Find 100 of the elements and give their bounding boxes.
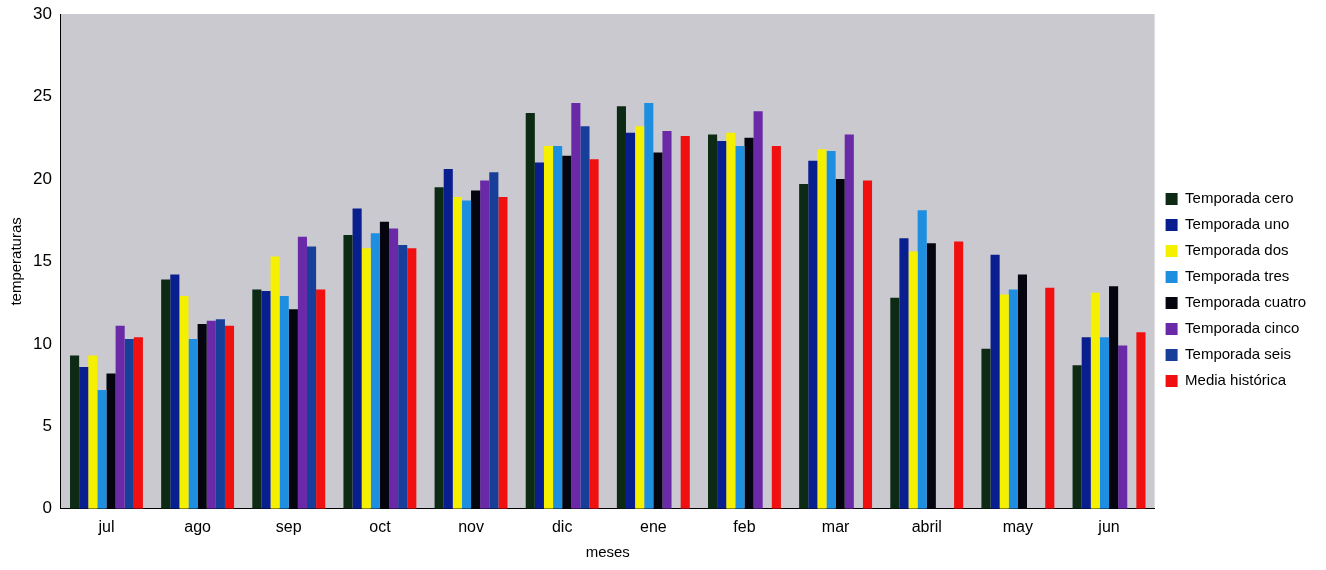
bar xyxy=(680,136,690,509)
bar xyxy=(352,208,362,509)
legend-label: Temporada dos xyxy=(1185,241,1289,259)
bar xyxy=(1099,337,1110,509)
bar xyxy=(434,187,444,509)
y-tick-label: 5 xyxy=(42,416,52,436)
bar xyxy=(534,162,544,509)
bar xyxy=(844,134,854,509)
bar xyxy=(188,338,198,509)
y-tick-label: 15 xyxy=(32,251,52,271)
bar xyxy=(1081,337,1091,509)
bar xyxy=(70,355,80,509)
bar xyxy=(562,155,572,509)
x-tick-label: feb xyxy=(733,517,756,535)
bar xyxy=(726,132,736,509)
bar xyxy=(899,238,909,509)
bar xyxy=(161,279,171,509)
bar xyxy=(407,248,417,509)
bar xyxy=(261,291,271,509)
bar xyxy=(106,373,116,509)
bar xyxy=(206,320,216,509)
bar xyxy=(79,366,89,509)
bar xyxy=(580,126,590,509)
bar xyxy=(1017,274,1027,509)
bar xyxy=(954,241,964,509)
bar xyxy=(862,180,873,509)
bar xyxy=(361,248,371,509)
bar xyxy=(452,197,462,509)
bar xyxy=(170,274,180,509)
bar xyxy=(662,131,672,509)
bar xyxy=(133,337,143,509)
bar xyxy=(270,256,280,509)
bar xyxy=(398,244,408,509)
bar xyxy=(753,111,763,509)
bar xyxy=(589,159,599,509)
x-tick-label: dic xyxy=(551,517,573,535)
bar xyxy=(279,296,289,509)
bar xyxy=(480,180,490,509)
x-tick-label: jun xyxy=(1097,517,1120,535)
bar xyxy=(88,355,98,509)
bar xyxy=(316,289,326,509)
bar xyxy=(981,348,991,509)
y-tick-label: 25 xyxy=(32,86,52,106)
x-tick-label: may xyxy=(1002,517,1034,535)
x-tick-label: oct xyxy=(369,517,392,535)
bar xyxy=(489,172,499,509)
bar xyxy=(835,178,845,509)
bar xyxy=(553,145,563,509)
bar xyxy=(616,106,626,509)
x-tick-label: jul xyxy=(97,517,115,535)
x-tick-label: abril xyxy=(911,517,942,535)
bar xyxy=(288,309,298,509)
bar xyxy=(917,210,927,509)
bar xyxy=(817,149,827,509)
bar xyxy=(799,183,809,509)
bar xyxy=(717,141,727,509)
bar xyxy=(1008,289,1018,509)
bar xyxy=(744,137,754,509)
bar xyxy=(115,325,125,509)
bar xyxy=(735,145,745,509)
bar xyxy=(1109,286,1119,509)
bar xyxy=(224,325,235,509)
y-tick-label: 10 xyxy=(32,333,52,353)
y-tick-label: 0 xyxy=(42,498,52,518)
bar xyxy=(826,150,836,509)
bar xyxy=(543,145,554,509)
bar xyxy=(644,103,654,509)
bar xyxy=(471,190,481,509)
x-tick-label: ene xyxy=(639,517,667,535)
bar xyxy=(653,152,663,509)
x-axis-title: meses xyxy=(585,543,630,561)
bar xyxy=(708,134,718,509)
bar xyxy=(771,145,781,509)
legend-label: Temporada seis xyxy=(1185,345,1291,363)
bar xyxy=(215,319,225,509)
legend-label: Temporada cinco xyxy=(1185,319,1300,337)
bar xyxy=(124,338,134,509)
bar xyxy=(571,103,581,509)
bar xyxy=(443,169,453,509)
bar xyxy=(197,324,207,509)
bar xyxy=(1136,332,1146,509)
y-tick-label: 20 xyxy=(32,168,52,188)
legend-label: Temporada uno xyxy=(1185,215,1290,233)
bar xyxy=(990,254,1000,509)
x-tick-label: ago xyxy=(184,517,212,535)
bar xyxy=(808,160,818,509)
x-tick-label: mar xyxy=(821,517,851,535)
bar xyxy=(1118,345,1128,509)
y-tick-label: 30 xyxy=(32,3,52,23)
bar xyxy=(1045,287,1055,509)
bar xyxy=(306,246,317,509)
x-tick-label: nov xyxy=(458,517,484,535)
legend-label: Temporada cuatro xyxy=(1185,293,1307,311)
bar xyxy=(1090,292,1100,509)
x-tick-label: sep xyxy=(275,517,302,535)
bar xyxy=(999,294,1009,509)
bar xyxy=(97,390,107,509)
bar xyxy=(179,296,189,509)
bar xyxy=(890,297,900,509)
bar xyxy=(525,112,535,509)
